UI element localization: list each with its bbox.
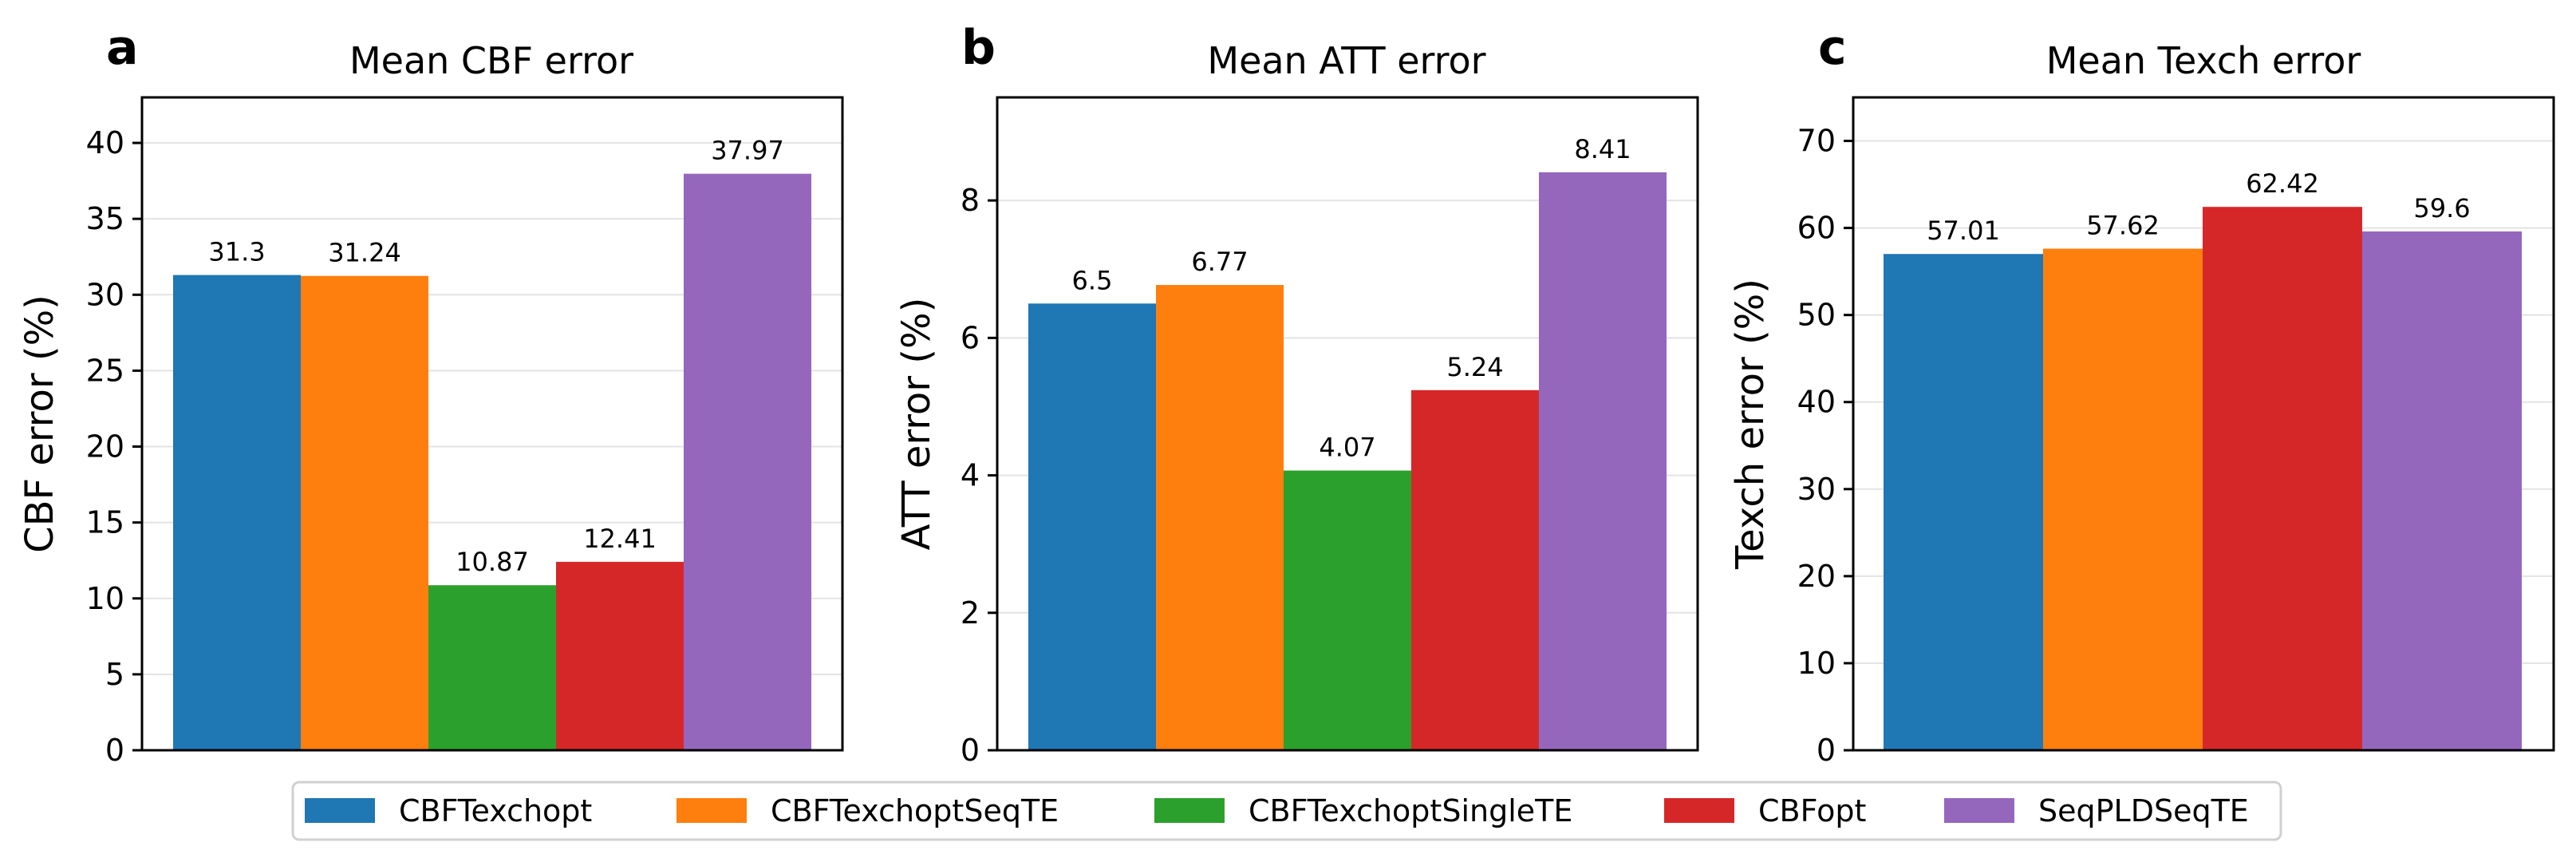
panel-b-y-axis-ticks: 0 2 4 6 8 (961, 183, 997, 768)
panel-c-y-axis-ticks: 0 10 20 30 40 50 60 70 (1797, 124, 1853, 768)
panel-a-y-tick-label: 15 (86, 505, 124, 540)
panel-c-y-tick-label: 40 (1797, 385, 1836, 420)
legend-label: CBFopt (1758, 793, 1866, 828)
panel-b-y-tick-label: 4 (961, 458, 980, 493)
panel-b-y-tick-label: 6 (961, 320, 980, 355)
legend-swatch (1154, 798, 1225, 823)
panel-b-bars (1028, 172, 1667, 750)
panel-a-data-label: 12.41 (583, 524, 657, 554)
legend-label: CBFTexchopt (399, 793, 592, 828)
panel-a: a Mean CBF error CBF error (%) 31.3 31.24… (18, 20, 844, 768)
panel-b-data-labels: 6.5 6.77 4.07 5.24 8.41 (1072, 134, 1631, 463)
panel-b-title: Mean ATT error (1207, 39, 1485, 82)
panel-c-y-tick-label: 30 (1797, 472, 1836, 507)
panel-c-data-label: 59.6 (2413, 193, 2470, 223)
panel-a-data-label: 31.24 (328, 238, 401, 268)
panel-c-y-tick-label: 70 (1797, 124, 1836, 159)
panel-b-plot-frame (996, 96, 1699, 752)
legend-label: CBFTexchoptSeqTE (771, 793, 1059, 828)
panel-b-bar (1411, 389, 1539, 750)
panel-c-y-axis-label: Texch error (%) (1728, 279, 1773, 570)
panel-a-y-tick-label: 25 (86, 353, 124, 388)
panel-c-bar (2043, 248, 2203, 750)
legend-frame (291, 781, 2282, 841)
legend-label: CBFTexchoptSingleTE (1249, 793, 1572, 828)
panel-a-plot-frame (140, 96, 844, 752)
panel-c-bar (1884, 254, 2043, 750)
panel-a-title: Mean CBF error (349, 39, 633, 82)
panel-c-data-label: 62.42 (2246, 168, 2319, 199)
panel-b-bar (1028, 303, 1156, 750)
panel-a-data-label: 31.3 (208, 237, 265, 267)
legend-swatch (1944, 798, 2014, 823)
panel-a-data-label: 37.97 (711, 136, 784, 166)
panel-a-bar (301, 275, 428, 750)
panel-a-y-tick-label: 10 (86, 581, 124, 616)
panel-a-y-tick-label: 40 (86, 125, 124, 160)
panel-a-y-tick-label: 20 (86, 429, 124, 465)
panel-b-y-tick-label: 8 (961, 183, 980, 218)
panel-a-y-axis-ticks: 0 5 10 15 20 25 30 35 40 (86, 125, 142, 768)
panel-c-title: Mean Texch error (2046, 39, 2361, 82)
panel-c-y-tick-label: 0 (1817, 733, 1836, 768)
panel-a-bar (428, 585, 556, 750)
panel-c-bar (2362, 231, 2522, 751)
panel-c-data-label: 57.62 (2086, 211, 2160, 241)
panel-letter-c: c (1818, 20, 1847, 76)
panel-a-y-tick-label: 30 (86, 277, 124, 312)
legend-swatch (677, 798, 747, 823)
panel-c-bar (2203, 207, 2362, 750)
panel-a-bar (684, 173, 811, 750)
panel-letter-b: b (961, 20, 996, 76)
panel-c: c Mean Texch error Texch error (%) 57.01… (1728, 20, 2555, 768)
panel-c-y-tick-label: 50 (1797, 298, 1836, 333)
panel-c-y-tick-label: 20 (1797, 559, 1836, 594)
panel-a-y-tick-label: 5 (105, 657, 124, 692)
panel-b-bar (1284, 470, 1411, 750)
panel-a-bar (556, 561, 684, 750)
panel-b-y-tick-label: 2 (961, 595, 980, 631)
panel-b-bar (1539, 172, 1667, 750)
legend-items: CBFTexchopt CBFTexchoptSeqTE CBFTexchoptSi… (305, 793, 2249, 828)
panel-b: b Mean ATT error ATT error (%) 6.5 6.77 4.… (894, 20, 1699, 768)
panel-c-data-label: 57.01 (1927, 215, 2000, 246)
panel-b-data-label: 6.5 (1072, 265, 1113, 295)
panel-c-bars (1884, 207, 2522, 751)
panel-b-data-label: 5.24 (1446, 352, 1503, 382)
panel-a-y-axis-label: CBF error (%) (18, 295, 62, 553)
panel-b-data-label: 6.77 (1191, 247, 1248, 277)
panel-c-y-tick-label: 10 (1797, 646, 1836, 681)
panel-b-data-label: 4.07 (1319, 433, 1375, 463)
legend-label: SeqPLDSeqTE (2038, 793, 2249, 828)
panel-a-data-label: 10.87 (456, 547, 529, 577)
legend-swatch (305, 798, 375, 823)
panel-a-y-tick-label: 35 (86, 201, 124, 236)
panel-c-plot-frame (1852, 96, 2555, 752)
panel-b-bar (1156, 285, 1284, 750)
legend: CBFTexchopt CBFTexchoptSeqTE CBFTexchoptSi… (291, 781, 2282, 841)
panel-b-data-label: 8.41 (1574, 134, 1631, 164)
panel-a-bar (173, 275, 301, 750)
panel-c-data-labels: 57.01 57.62 62.42 59.6 (1927, 168, 2470, 246)
panel-letter-a: a (106, 20, 139, 76)
legend-swatch (1664, 798, 1734, 823)
panel-a-bars (173, 173, 811, 750)
panel-c-y-tick-label: 60 (1797, 211, 1836, 246)
panel-b-y-tick-label: 0 (961, 733, 980, 768)
panel-b-y-axis-label: ATT error (%) (894, 298, 939, 551)
panel-a-y-tick-label: 0 (105, 733, 124, 768)
panel-a-data-labels: 31.3 31.24 10.87 12.41 37.97 (208, 136, 783, 578)
